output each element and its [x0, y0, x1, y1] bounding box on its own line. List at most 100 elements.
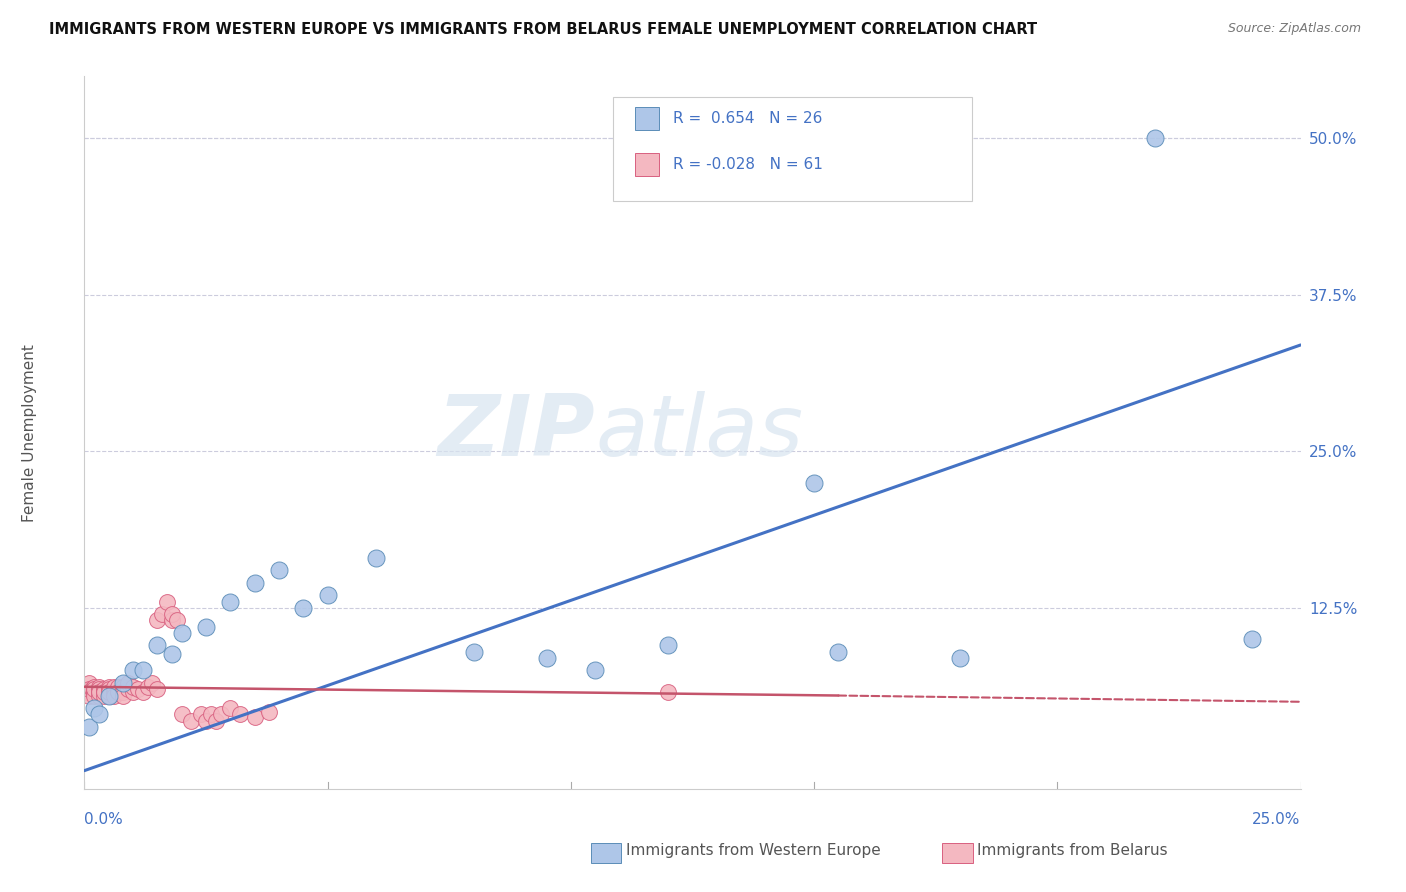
Text: R = -0.028   N = 61: R = -0.028 N = 61 — [673, 157, 823, 172]
Point — [107, 685, 129, 699]
FancyBboxPatch shape — [613, 97, 972, 201]
Point — [103, 680, 125, 694]
Point — [83, 685, 105, 699]
Point — [122, 685, 145, 699]
Point — [83, 701, 105, 715]
Point — [170, 626, 193, 640]
Point — [83, 689, 105, 703]
Point — [170, 707, 193, 722]
Point — [132, 685, 155, 699]
Point — [243, 710, 266, 724]
Point — [77, 682, 100, 697]
Point — [257, 705, 280, 719]
Point — [204, 714, 226, 728]
Point — [83, 680, 105, 694]
Point — [463, 645, 485, 659]
Point — [93, 685, 115, 699]
Point — [160, 647, 183, 661]
Point — [366, 550, 388, 565]
Point — [949, 651, 972, 665]
Point — [97, 682, 120, 697]
Point — [166, 614, 188, 628]
Text: Immigrants from Western Europe: Immigrants from Western Europe — [626, 843, 880, 857]
Point — [87, 707, 110, 722]
Point — [827, 645, 849, 659]
Point — [136, 680, 159, 694]
Text: atlas: atlas — [595, 391, 803, 475]
Point — [190, 707, 212, 722]
Point — [229, 707, 252, 722]
Point — [195, 714, 218, 728]
Point — [150, 607, 173, 622]
Point — [93, 682, 115, 697]
Point — [80, 682, 103, 697]
Point — [97, 685, 120, 699]
Text: IMMIGRANTS FROM WESTERN EUROPE VS IMMIGRANTS FROM BELARUS FEMALE UNEMPLOYMENT CO: IMMIGRANTS FROM WESTERN EUROPE VS IMMIGR… — [49, 22, 1038, 37]
Point — [103, 685, 125, 699]
Point — [267, 563, 290, 577]
Text: Source: ZipAtlas.com: Source: ZipAtlas.com — [1227, 22, 1361, 36]
Point — [1143, 131, 1166, 145]
Point — [93, 685, 115, 699]
Point — [87, 685, 110, 699]
Point — [219, 594, 242, 608]
Point — [122, 664, 145, 678]
Point — [97, 680, 120, 694]
Point — [1240, 632, 1263, 647]
Point — [117, 682, 139, 697]
Point — [160, 614, 183, 628]
Point — [146, 614, 169, 628]
Point — [93, 689, 115, 703]
Bar — [636, 153, 658, 176]
Point — [657, 639, 679, 653]
Bar — [636, 107, 658, 130]
Point — [76, 685, 98, 699]
Point — [583, 664, 606, 678]
Point — [132, 664, 155, 678]
Text: Female Unemployment: Female Unemployment — [22, 343, 37, 522]
Point — [77, 689, 100, 703]
Point — [97, 685, 120, 699]
Point — [112, 685, 135, 699]
Text: 0.0%: 0.0% — [84, 812, 124, 827]
Point — [536, 651, 558, 665]
Point — [200, 707, 222, 722]
Point — [146, 639, 169, 653]
Point — [243, 575, 266, 590]
Point — [180, 714, 202, 728]
Point — [83, 682, 105, 697]
Point — [83, 685, 105, 699]
Point — [87, 682, 110, 697]
Point — [107, 680, 129, 694]
Point — [77, 682, 100, 697]
Point — [77, 720, 100, 734]
Point — [657, 685, 679, 699]
Point — [160, 607, 183, 622]
Point — [87, 689, 110, 703]
Point — [117, 676, 139, 690]
Text: Immigrants from Belarus: Immigrants from Belarus — [977, 843, 1168, 857]
Point — [141, 676, 163, 690]
Point — [195, 620, 218, 634]
Point — [292, 600, 315, 615]
Point — [87, 680, 110, 694]
Point — [156, 594, 179, 608]
Point — [127, 682, 149, 697]
Text: ZIP: ZIP — [437, 391, 595, 475]
Point — [219, 701, 242, 715]
Point — [107, 685, 129, 699]
Point — [103, 689, 125, 703]
Point — [112, 689, 135, 703]
Point — [316, 588, 339, 602]
Point — [146, 682, 169, 697]
Point — [97, 689, 120, 703]
Point — [209, 707, 232, 722]
Point — [122, 680, 145, 694]
Point — [87, 685, 110, 699]
Point — [77, 676, 100, 690]
Point — [112, 680, 135, 694]
Point — [97, 689, 120, 703]
Point — [803, 475, 825, 490]
Text: R =  0.654   N = 26: R = 0.654 N = 26 — [673, 112, 823, 126]
Text: 25.0%: 25.0% — [1253, 812, 1301, 827]
